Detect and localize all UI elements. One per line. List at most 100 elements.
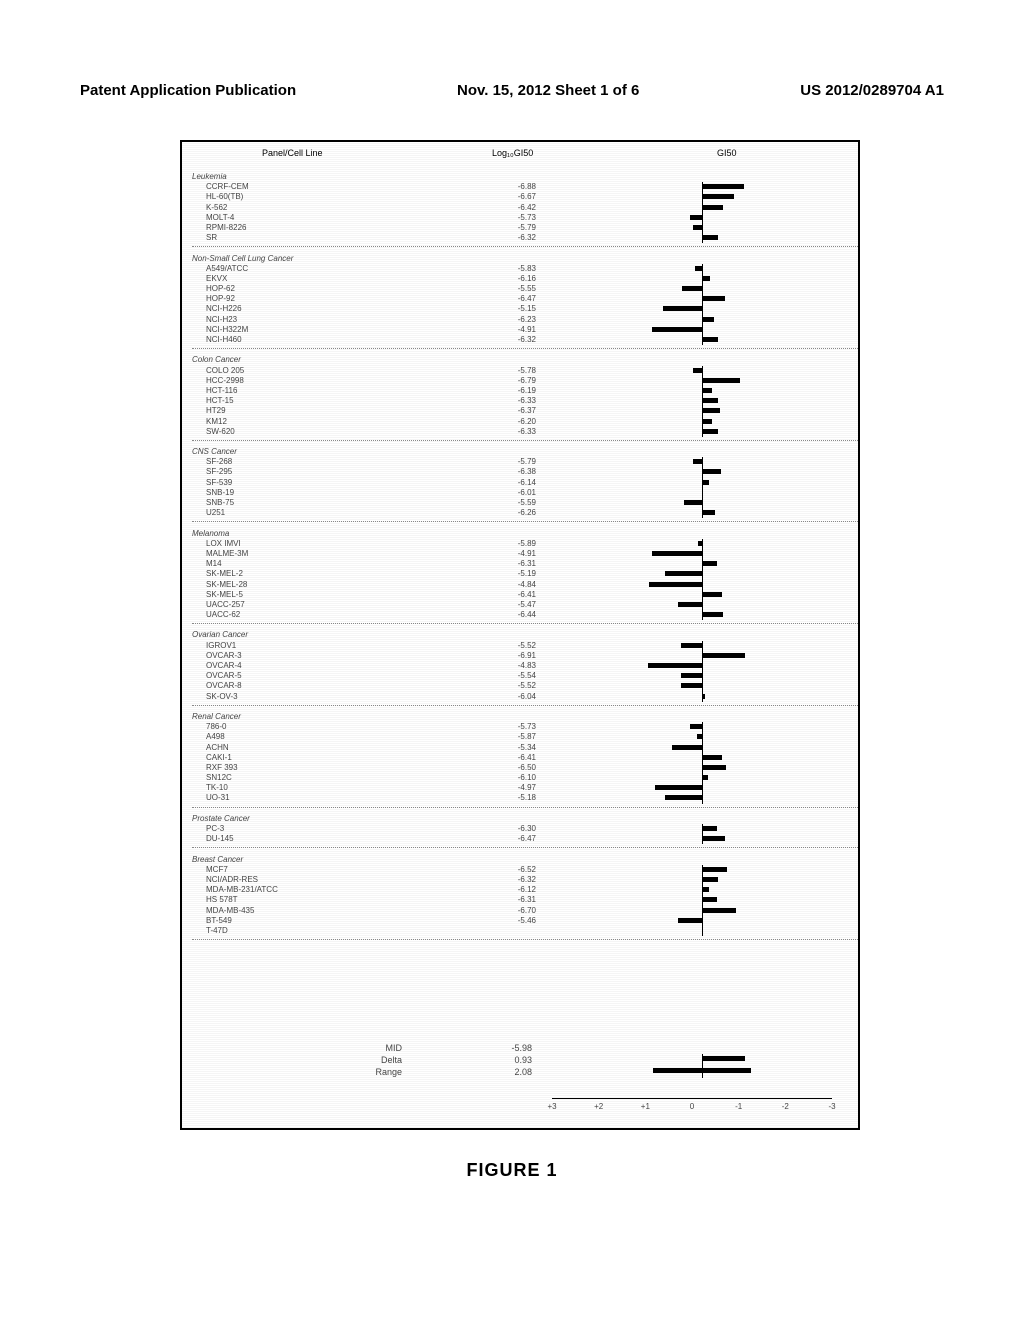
cell-name: HS 578T [206,895,238,905]
cell-name: IGROV1 [206,641,236,651]
bar-area [562,732,842,742]
cell-row: HS 578T-6.31 [192,895,868,905]
cell-name: RXF 393 [206,763,238,773]
bar-area [562,213,842,223]
bar-area [562,763,842,773]
cell-row: SR-6.32 [192,233,868,243]
cell-value: -6.01 [502,488,536,498]
gi50-bar [702,826,717,831]
summary-block: MID-5.98Delta0.93Range2.08 [192,1042,868,1078]
panel-name-row: Ovarian Cancer [192,630,868,640]
cell-name: 786-0 [206,722,226,732]
cell-row: ACHN-5.34 [192,743,868,753]
bar-area [562,865,842,875]
cell-name: SK-MEL-28 [206,580,247,590]
gi50-bar [678,602,702,607]
cell-name: OVCAR-4 [206,661,242,671]
cell-row: CCRF-CEM-6.88 [192,182,868,192]
cell-row: DU-145-6.47 [192,834,868,844]
gi50-bar [702,317,714,322]
bar-area [562,315,842,325]
cell-name: CAKI-1 [206,753,232,763]
cell-value: -6.42 [502,203,536,213]
bar-area [562,284,842,294]
gi50-bar [702,408,720,413]
gi50-bar [702,398,718,403]
gi50-bar [693,459,702,464]
cell-row: IGROV1-5.52 [192,641,868,651]
cell-row: SN12C-6.10 [192,773,868,783]
panel-name: Leukemia [192,172,227,182]
panel-name: Renal Cancer [192,712,241,722]
cell-row: HCT-15-6.33 [192,396,868,406]
cell-name: COLO 205 [206,366,244,376]
cell-row: HCC-2998-6.79 [192,376,868,386]
summary-row: Range 2.08 [192,1066,868,1078]
bar-area [562,895,842,905]
bar-area [562,325,842,335]
cell-row: COLO 205-5.78 [192,366,868,376]
bar-area [562,641,842,651]
header-left: Patent Application Publication [80,82,296,99]
cell-value: -6.50 [502,763,536,773]
cell-value: -6.32 [502,335,536,345]
cell-value: -6.44 [502,610,536,620]
cell-name: SW-620 [206,427,235,437]
cell-row: UACC-62-6.44 [192,610,868,620]
bar-area [562,681,842,691]
panel-name-row: Leukemia [192,172,868,182]
panel-name: Ovarian Cancer [192,630,248,640]
cell-name: SF-295 [206,467,232,477]
cell-value: -5.59 [502,498,536,508]
summary-label: Range [342,1066,402,1078]
cell-row: NCI-H460-6.32 [192,335,868,345]
bar-area [562,753,842,763]
cell-row: NCI-H23-6.23 [192,315,868,325]
cell-name: SF-539 [206,478,232,488]
gi50-bar [693,368,702,373]
cell-value: -4.91 [502,549,536,559]
figure-caption: FIGURE 1 [0,1160,1024,1181]
cell-row: SF-295 -6.38 [192,467,868,477]
gi50-bar [693,225,702,230]
cell-value: -6.26 [502,508,536,518]
bar-area [562,406,842,416]
cell-name: HCT-15 [206,396,234,406]
summary-label: MID [342,1042,402,1054]
gi50-bar [702,694,705,699]
axis-tick: 0 [690,1102,694,1111]
gi50-bar [702,653,745,658]
bar-area [562,192,842,202]
cell-name: K-562 [206,203,227,213]
cell-row: OVCAR-5-5.54 [192,671,868,681]
cell-value: -5.34 [502,743,536,753]
cell-value: -6.67 [502,192,536,202]
summary-value: 2.08 [492,1066,532,1078]
panel-separator [192,345,868,355]
gi50-bar [684,500,702,505]
gi50-bar [649,582,702,587]
axis-tick: -2 [782,1102,789,1111]
cell-name: HOP-62 [206,284,235,294]
axis-baseline [552,1098,832,1099]
cell-value: -5.79 [502,223,536,233]
axis-tick: +2 [594,1102,603,1111]
cell-row: NCI-H322M-4.91 [192,325,868,335]
cell-row: HT29-6.37 [192,406,868,416]
cell-value: -5.19 [502,569,536,579]
cell-value: -5.73 [502,213,536,223]
cell-name: NCI-H226 [206,304,242,314]
gi50-bar [702,419,712,424]
gi50-bar [702,235,718,240]
cell-name: HT29 [206,406,226,416]
cell-row: SK-MEL-2-5.19 [192,569,868,579]
cell-name: SK-MEL-5 [206,590,243,600]
gi50-bar [702,908,736,913]
cell-row: TK-10-4.97 [192,783,868,793]
header-center: Nov. 15, 2012 Sheet 1 of 6 [457,82,639,99]
cell-value: -6.38 [502,467,536,477]
cell-row: OVCAR-8-5.52 [192,681,868,691]
gi50-bar [702,429,718,434]
cell-name: SK-OV-3 [206,692,238,702]
cell-name: LOX IMVI [206,539,241,549]
